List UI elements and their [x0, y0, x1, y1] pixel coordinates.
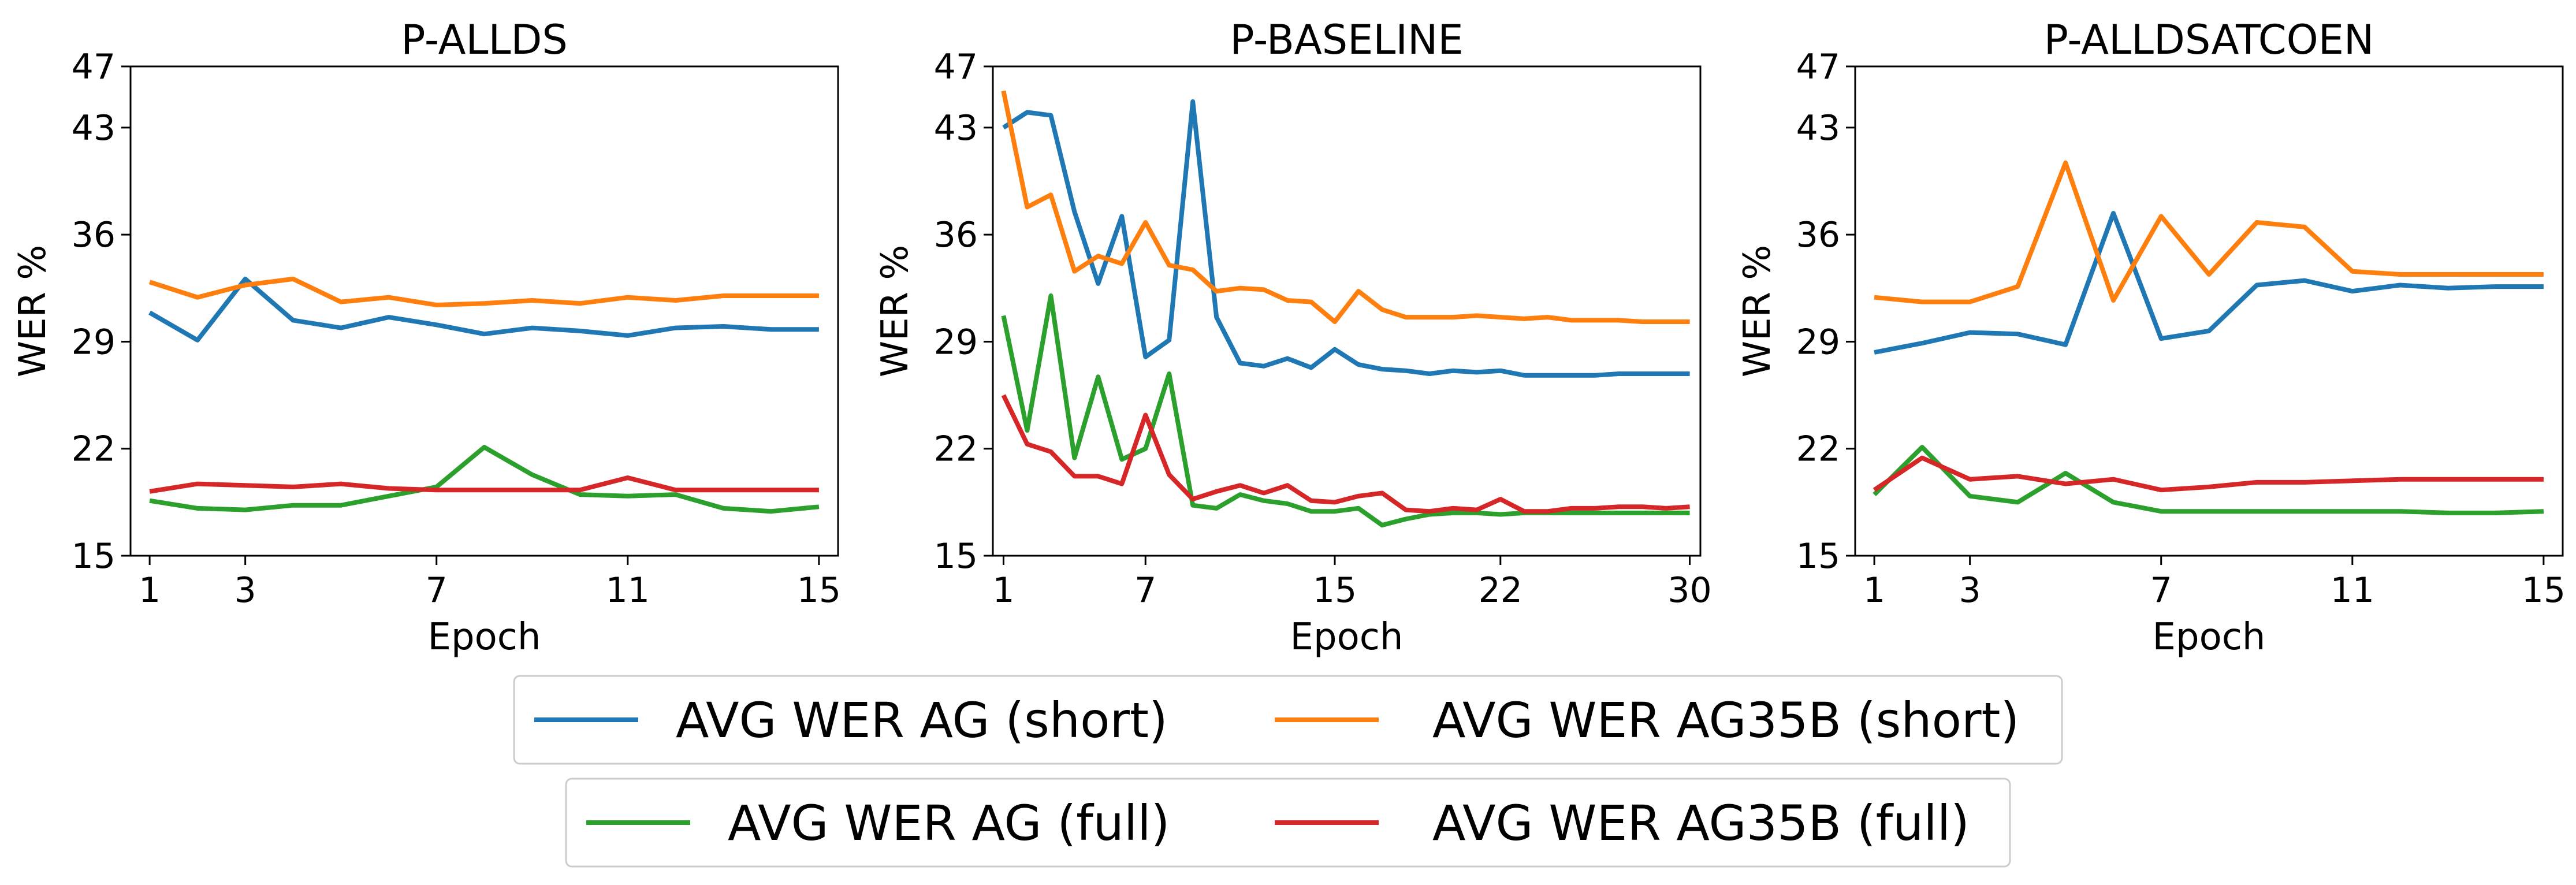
x-tick-label: 15 — [2522, 570, 2566, 611]
plot-frame — [1854, 65, 2564, 557]
chart-title: P-BASELINE — [1230, 16, 1463, 64]
legend-box-row-1: AVG WER AG (short) AVG WER AG35B (short) — [513, 675, 2063, 765]
x-tick-label: 30 — [1667, 570, 1711, 611]
x-axis-label: Epoch — [1290, 616, 1404, 659]
series-line-avg-wer-ag35b-short — [1874, 160, 2544, 304]
legend-label: AVG WER AG (full) — [728, 795, 1170, 851]
chart-title: P-ALLDSATCOEN — [2044, 16, 2374, 64]
x-tick-label: 22 — [1479, 570, 1522, 611]
series-line-avg-wer-ag-short — [1002, 99, 1690, 378]
series-line-avg-wer-ag35b-full — [1001, 394, 1690, 514]
legend-item-avg-wer-ag35b-short: AVG WER AG35B (short) — [1275, 692, 2019, 749]
chart-p-allds: P-ALLDS 1 3 7 11 15 15 22 29 36 43 47 Epoch WER % — [12, 16, 841, 659]
x-tick-label: 3 — [234, 570, 256, 611]
x-tick-label: 7 — [426, 570, 448, 611]
y-tick-label: 36 — [72, 215, 116, 255]
series-line-avg-wer-ag-full — [149, 445, 820, 514]
series-line-avg-wer-ag35b-short — [148, 276, 819, 307]
x-tick-label: 15 — [797, 570, 841, 611]
plot-frame — [992, 65, 1702, 557]
y-tick-label: 43 — [1796, 108, 1840, 148]
legend-item-avg-wer-ag35b-full: AVG WER AG35B (full) — [1275, 795, 1970, 851]
y-axis-label: WER % — [12, 245, 54, 377]
y-tick-label: 43 — [72, 108, 116, 148]
series-line-avg-wer-ag35b-short — [1001, 90, 1690, 324]
series-line-avg-wer-ag-short — [148, 276, 819, 343]
x-tick-label: 1 — [139, 570, 161, 611]
y-tick-label: 47 — [72, 47, 116, 87]
y-tick-label: 22 — [1796, 429, 1840, 470]
x-tick-label: 15 — [1313, 570, 1357, 611]
chart-p-baseline: P-BASELINE 1 7 15 22 30 15 22 29 36 43 47 Epoch WER % — [874, 16, 1712, 659]
x-tick-label: 1 — [1863, 570, 1885, 611]
y-tick-label: 47 — [934, 47, 978, 87]
x-tick-label: 3 — [1959, 570, 1981, 611]
legend-item-avg-wer-ag-short: AVG WER AG (short) — [534, 692, 1168, 749]
legend-label: AVG WER AG35B (short) — [1432, 692, 2019, 749]
chart-p-alldsatcoen: P-ALLDSATCOEN 1 3 7 11 15 15 22 29 36 43 47 Epoch WER… — [1736, 16, 2566, 659]
legend-label: AVG WER AG (short) — [676, 692, 1168, 749]
x-tick-label: 7 — [2150, 570, 2172, 611]
y-tick-label: 15 — [934, 536, 978, 577]
y-tick-label: 43 — [934, 108, 978, 148]
y-tick-label: 29 — [1796, 322, 1840, 362]
legend: AVG WER AG (short) AVG WER AG35B (short)A… — [513, 675, 2063, 868]
x-tick-label: 11 — [2331, 570, 2374, 611]
series-line-avg-wer-ag-full — [1873, 445, 2544, 515]
legend-label: AVG WER AG35B (full) — [1432, 795, 1970, 851]
legend-item-avg-wer-ag-full: AVG WER AG (full) — [586, 795, 1170, 851]
plot-frame — [129, 65, 839, 557]
series-line-avg-wer-ag-short — [1874, 211, 2544, 355]
series-line-avg-wer-ag35b-full — [149, 475, 819, 494]
series-line-avg-wer-ag35b-full — [1873, 455, 2544, 493]
y-tick-label: 36 — [1796, 215, 1840, 255]
x-axis-label: Epoch — [2153, 616, 2266, 659]
x-tick-label: 7 — [1134, 570, 1156, 611]
y-tick-label: 29 — [934, 322, 978, 362]
y-tick-label: 47 — [1796, 47, 1840, 87]
legend-box-row-2: AVG WER AG (full) AVG WER AG35B (full) — [565, 778, 2011, 868]
y-tick-label: 22 — [72, 429, 116, 470]
y-tick-label: 15 — [72, 536, 116, 577]
y-tick-label: 15 — [1796, 536, 1840, 577]
x-axis-label: Epoch — [428, 616, 541, 659]
y-axis-label: WER % — [874, 245, 917, 377]
y-tick-label: 29 — [72, 322, 116, 362]
x-tick-label: 1 — [992, 570, 1014, 611]
x-tick-label: 11 — [606, 570, 650, 611]
series-line-avg-wer-ag-full — [1001, 293, 1690, 528]
y-axis-label: WER % — [1736, 245, 1779, 377]
y-tick-label: 36 — [934, 215, 978, 255]
y-tick-label: 22 — [934, 429, 978, 470]
chart-title: P-ALLDS — [401, 16, 568, 64]
